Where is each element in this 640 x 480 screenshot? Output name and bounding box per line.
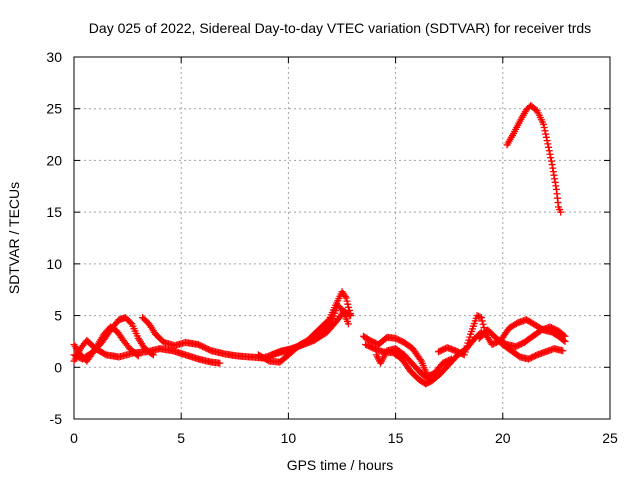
y-tick-label: 5 (54, 308, 62, 324)
data-series (267, 307, 355, 359)
data-point (540, 124, 548, 132)
data-point (426, 376, 434, 384)
data-point (344, 300, 352, 308)
data-point (547, 157, 555, 165)
data-point (477, 314, 485, 322)
data-point (542, 133, 550, 141)
data-point (480, 324, 488, 332)
y-tick-label: 25 (46, 101, 62, 117)
data-point (345, 311, 353, 319)
data-point (416, 356, 424, 364)
data-point (342, 294, 350, 302)
data-series (70, 336, 224, 367)
x-tick-label: 5 (177, 430, 185, 446)
data-point (545, 147, 553, 155)
data-point (344, 303, 352, 311)
x-tick-label: 20 (495, 430, 511, 446)
data-point (216, 359, 224, 367)
data-point (343, 297, 351, 305)
grid (74, 57, 610, 419)
y-tick-label: 30 (46, 49, 62, 65)
y-tick-label: 0 (54, 359, 62, 375)
chart-title: Day 025 of 2022, Sidereal Day-to-day VTE… (89, 20, 591, 36)
data-point (545, 143, 553, 151)
y-tick-label: 10 (46, 256, 62, 272)
y-tick-label: 15 (46, 204, 62, 220)
data-point (341, 292, 349, 300)
data-point (149, 351, 157, 359)
data-series (372, 345, 434, 384)
data-point (425, 375, 433, 383)
data-point (561, 332, 569, 340)
data-series (495, 323, 569, 351)
x-tick-label: 0 (70, 430, 78, 446)
data-point (542, 130, 550, 138)
data-point (557, 208, 565, 216)
data-point (540, 120, 548, 128)
data-point (541, 127, 549, 135)
data-point (127, 319, 135, 327)
x-tick-label: 25 (602, 430, 618, 446)
x-tick-label: 10 (281, 430, 297, 446)
data-point (344, 320, 352, 328)
data-point (546, 150, 554, 158)
data-points (70, 102, 569, 388)
x-axis-ticks: 0 5 10 15 20 25 (70, 57, 618, 446)
y-axis-ticks: -5 0 5 10 15 20 25 30 (46, 49, 610, 427)
data-point (560, 331, 568, 339)
data-point (478, 317, 486, 325)
data-point (347, 312, 355, 320)
data-point (476, 313, 484, 321)
x-tick-label: 15 (388, 430, 404, 446)
plot-frame (73, 56, 611, 420)
data-point (543, 137, 551, 145)
y-axis-label: SDTVAR / TECUs (6, 182, 22, 294)
y-tick-label: 20 (46, 152, 62, 168)
data-series (503, 102, 565, 216)
data-point (544, 140, 552, 148)
y-tick-label: -5 (50, 411, 63, 427)
data-point (337, 304, 345, 312)
data-point (559, 347, 567, 355)
data-point (547, 154, 555, 162)
x-axis-label: GPS time / hours (287, 457, 394, 473)
data-point (479, 320, 487, 328)
